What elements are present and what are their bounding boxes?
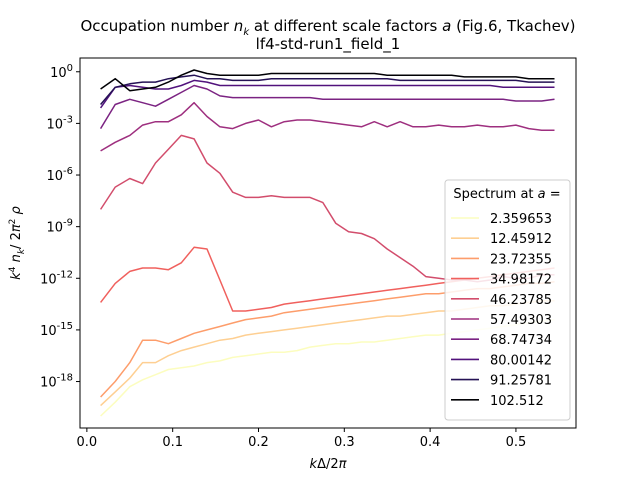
legend-label-6: 57.49303: [490, 313, 552, 328]
series-line-7: [99, 84, 555, 129]
y-tick-label: 10-15: [40, 321, 73, 339]
legend-label-8: 80.00142: [490, 353, 552, 368]
legend-label-3: 23.72355: [490, 252, 552, 267]
legend-label-7: 68.74734: [490, 333, 552, 348]
plot-frame: [79, 57, 577, 429]
x-tick-label: 0.1: [162, 435, 183, 450]
y-tick-label: 10-3: [46, 114, 73, 132]
legend-label-2: 12.45912: [490, 232, 552, 247]
y-tick-label: 10-18: [40, 373, 73, 391]
legend-label-5: 46.23785: [490, 293, 552, 308]
y-axis-ticks: 100 10-3 10-6 10-9 10-12 10-15 10-18: [40, 63, 80, 391]
y-tick-label: 10-6: [46, 166, 73, 184]
legend-label-9: 91.25781: [490, 374, 552, 389]
legend-title: Spectrum at a =: [453, 187, 560, 202]
y-tick-label: 10-12: [40, 269, 73, 287]
y-axis-label: k4 nk/ 2π2 ρ: [8, 205, 27, 279]
y-tick-label: 10-9: [46, 218, 73, 236]
x-tick-label: 0.0: [77, 435, 98, 450]
legend-label-4: 34.98172: [490, 273, 552, 288]
chart-subtitle: lf4-std-run1_field_1: [256, 35, 401, 54]
x-tick-label: 0.2: [248, 435, 269, 450]
series-line-10: [100, 69, 555, 92]
legend-label-10: 102.512: [490, 394, 544, 409]
x-tick-label: 0.3: [334, 435, 355, 450]
legend-label-1: 2.359653: [490, 212, 552, 227]
series-line-6: [100, 101, 555, 152]
x-axis-label: kΔ/2π: [310, 457, 347, 472]
x-tick-label: 0.5: [506, 435, 527, 450]
y-tick-label: 100: [50, 63, 73, 81]
legend: Spectrum at a = 2.359653 12.45912 23.72355…: [444, 179, 571, 421]
x-axis-ticks: 0.0 0.1 0.2 0.3 0.4 0.5: [77, 428, 527, 450]
chart-title: Occupation number nk at different scale …: [80, 17, 575, 38]
x-tick-label: 0.4: [420, 435, 441, 450]
series-line-8: [99, 79, 555, 109]
series-line-9: [100, 74, 555, 105]
legend-items: 2.359653 12.45912 23.72355 34.98172 46.23785…: [451, 212, 552, 409]
